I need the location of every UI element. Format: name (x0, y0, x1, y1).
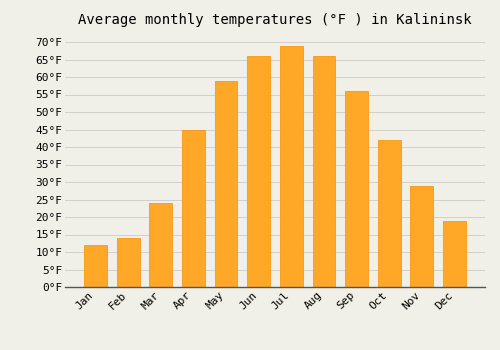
Bar (378, 140, 400, 287)
Bar (84, 245, 107, 287)
Bar (150, 203, 172, 287)
Bar (116, 238, 140, 287)
Bar (312, 56, 336, 287)
Bar (214, 80, 238, 287)
Bar (410, 186, 434, 287)
Bar (443, 220, 466, 287)
Bar (345, 91, 368, 287)
Bar (280, 46, 302, 287)
Title: Average monthly temperatures (°F ) in Kalininsk: Average monthly temperatures (°F ) in Ka… (78, 13, 472, 27)
Bar (248, 56, 270, 287)
Bar (182, 130, 205, 287)
